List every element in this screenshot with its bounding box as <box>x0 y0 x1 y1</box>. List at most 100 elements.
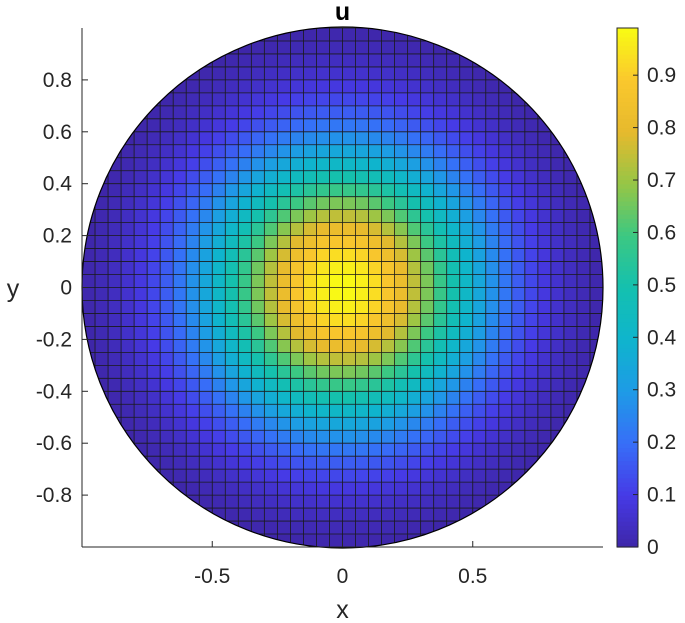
heatmap-cell <box>303 287 317 301</box>
heatmap-cell <box>433 326 448 340</box>
heatmap-cell <box>82 326 96 340</box>
heatmap-cell <box>368 196 382 211</box>
heatmap-cell <box>485 183 500 198</box>
heatmap-cell <box>407 131 422 146</box>
heatmap-cell <box>316 66 330 81</box>
heatmap-cell <box>394 53 409 68</box>
heatmap-cell <box>485 248 500 262</box>
heatmap-cell <box>459 157 474 172</box>
heatmap-cell <box>511 157 526 172</box>
heatmap-cell <box>277 222 291 236</box>
heatmap-cell <box>589 183 603 198</box>
heatmap-cell <box>277 66 291 81</box>
heatmap-cell <box>420 326 435 340</box>
heatmap-cell <box>264 183 278 198</box>
heatmap-cell <box>199 430 213 444</box>
heatmap-cell <box>498 222 513 236</box>
colorbar-segment <box>617 153 638 159</box>
heatmap-cell <box>316 79 330 94</box>
heatmap-cell <box>277 287 291 301</box>
heatmap-cell <box>368 300 382 314</box>
heatmap-cell <box>485 261 500 275</box>
heatmap-cell <box>186 313 200 327</box>
heatmap-cell <box>277 118 291 133</box>
heatmap-cell <box>277 131 291 146</box>
heatmap-cell <box>290 248 304 262</box>
heatmap-cell <box>407 79 422 94</box>
heatmap-cell <box>524 365 539 379</box>
heatmap-cell <box>264 248 278 262</box>
heatmap-cell <box>498 339 513 353</box>
heatmap-cell <box>446 339 461 353</box>
colorbar-segment <box>617 464 638 470</box>
heatmap-cell <box>407 495 422 509</box>
heatmap-cell <box>290 443 304 457</box>
heatmap-cell <box>511 222 526 236</box>
heatmap-cell <box>472 92 487 107</box>
heatmap-cell <box>446 495 461 509</box>
heatmap-cell <box>121 300 135 314</box>
heatmap-cell <box>433 105 448 120</box>
heatmap-cell <box>394 287 409 301</box>
heatmap-cell <box>446 326 461 340</box>
heatmap-cell <box>264 430 278 444</box>
heatmap-cell <box>355 248 369 262</box>
heatmap-cell <box>134 118 148 133</box>
heatmap-cell <box>186 261 200 275</box>
heatmap-cell <box>160 339 174 353</box>
heatmap-cell <box>225 66 239 81</box>
heatmap-cell <box>225 92 239 107</box>
heatmap-cell <box>316 170 330 185</box>
colorbar-segment <box>617 205 638 211</box>
heatmap-cell <box>342 53 356 68</box>
heatmap-cell <box>485 313 500 327</box>
heatmap-cell <box>108 170 122 185</box>
heatmap-cell <box>472 443 487 457</box>
heatmap-cell <box>290 326 304 340</box>
heatmap-cell <box>550 417 565 431</box>
heatmap-cell <box>264 365 278 379</box>
heatmap-cell <box>420 404 435 418</box>
colorbar-tick-label: 0.8 <box>647 117 676 140</box>
heatmap-cell <box>199 456 213 470</box>
heatmap-cell <box>95 352 109 366</box>
heatmap-cell <box>316 157 330 172</box>
heatmap-cell <box>329 469 343 483</box>
heatmap-cell <box>134 144 148 159</box>
heatmap-cell <box>173 339 187 353</box>
heatmap-cell <box>407 313 422 327</box>
colorbar-segment <box>617 477 638 483</box>
heatmap-cell <box>160 313 174 327</box>
heatmap-cell <box>446 157 461 172</box>
heatmap-cell <box>550 222 565 236</box>
heatmap-cell <box>225 131 239 146</box>
heatmap-cell <box>576 157 591 172</box>
heatmap-cell <box>381 209 395 224</box>
heatmap-cell <box>342 40 356 55</box>
heatmap-cell <box>472 417 487 431</box>
heatmap-cell <box>277 352 291 366</box>
heatmap-cell <box>173 118 187 133</box>
heatmap-cell <box>329 300 343 314</box>
heatmap-cell <box>550 391 565 405</box>
colorbar-segment <box>617 66 638 72</box>
heatmap-cell <box>459 456 474 470</box>
heatmap-cell <box>251 391 265 405</box>
heatmap-cell <box>407 209 422 224</box>
heatmap-cell <box>446 222 461 236</box>
heatmap-cell <box>407 261 422 275</box>
heatmap-cell <box>264 196 278 211</box>
colorbar-segment <box>617 516 638 522</box>
heatmap-cell <box>433 157 448 172</box>
heatmap-cell <box>342 339 356 353</box>
heatmap-cell <box>160 456 174 470</box>
heatmap-cell <box>459 248 474 262</box>
heatmap-cell <box>368 28 382 42</box>
heatmap-cell <box>212 391 226 405</box>
colorbar-tick-label: 0.7 <box>647 169 676 192</box>
heatmap-cell <box>108 352 122 366</box>
heatmap-cell <box>563 365 578 379</box>
heatmap-cell <box>199 144 213 159</box>
heatmap-cell <box>446 131 461 146</box>
colorbar-segment <box>617 404 638 410</box>
